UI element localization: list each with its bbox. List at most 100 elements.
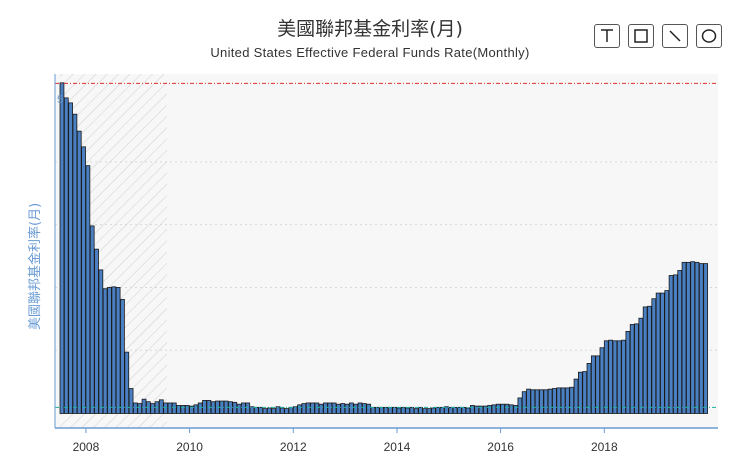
bar[interactable] [124,351,130,414]
bar[interactable] [284,408,289,414]
bar[interactable] [379,406,384,414]
bar[interactable] [387,406,393,414]
bar[interactable] [668,275,674,414]
bar[interactable] [526,388,531,414]
bar[interactable] [487,405,492,414]
bar[interactable] [439,406,445,414]
bar[interactable] [323,402,328,414]
bar[interactable] [180,405,186,414]
bar[interactable] [310,402,315,414]
bar[interactable] [482,405,488,414]
bar[interactable] [366,403,372,414]
bar[interactable] [331,402,337,414]
bar[interactable] [245,402,251,414]
bar[interactable] [133,402,138,414]
bar[interactable] [68,102,73,414]
bar[interactable] [426,408,432,414]
bar[interactable] [582,371,588,414]
bar[interactable] [694,261,700,414]
bar[interactable] [349,402,354,414]
bar[interactable] [569,386,575,414]
bar[interactable] [115,287,121,414]
bar[interactable] [318,403,324,414]
bar[interactable] [508,404,514,414]
bar[interactable] [642,306,648,414]
bar[interactable] [448,406,454,414]
bar[interactable] [189,405,194,414]
bar[interactable] [120,298,125,414]
bar[interactable] [517,397,523,414]
bar[interactable] [98,269,104,414]
bar[interactable] [495,403,501,414]
bar[interactable] [383,406,389,414]
bar[interactable] [271,408,276,414]
bar[interactable] [361,403,367,414]
bar[interactable] [647,305,652,414]
line-tool-button[interactable] [662,24,688,48]
bar[interactable] [677,270,683,414]
bar[interactable] [301,403,307,414]
bar[interactable] [664,290,670,414]
rectangle-tool-button[interactable] [628,24,654,48]
bar[interactable] [262,408,268,414]
bar[interactable] [94,248,99,414]
bar[interactable] [297,404,302,414]
bar[interactable] [638,317,644,414]
bar[interactable] [72,113,78,414]
bar[interactable] [340,403,346,414]
bar[interactable] [353,403,359,414]
bar[interactable] [431,407,436,414]
bar[interactable] [547,388,553,414]
bar[interactable] [357,402,363,414]
bar[interactable] [236,403,242,414]
bar[interactable] [167,402,173,414]
bar[interactable] [681,261,687,414]
bar[interactable] [76,130,82,414]
bar[interactable] [137,403,143,414]
bar[interactable] [469,405,475,414]
bar[interactable] [634,323,639,414]
bar[interactable] [193,404,199,414]
bar[interactable] [171,402,177,414]
bar[interactable] [413,408,419,414]
bar[interactable] [530,389,536,414]
bar[interactable] [556,387,562,414]
bar[interactable] [396,407,402,414]
text-tool-button[interactable] [594,24,620,48]
bar[interactable] [400,406,406,414]
bar[interactable] [560,387,566,414]
bar[interactable] [163,402,168,414]
bar[interactable] [392,406,397,414]
bar[interactable] [616,340,622,414]
bar[interactable] [63,97,69,414]
bar[interactable] [513,405,518,414]
ellipse-tool-button[interactable] [696,24,722,48]
bar[interactable] [500,403,505,414]
bar[interactable] [565,387,570,414]
bar[interactable] [461,406,467,414]
bar[interactable] [305,402,311,414]
bar[interactable] [521,391,527,414]
bar[interactable] [552,388,557,414]
bar[interactable] [686,261,691,414]
bar[interactable] [288,406,294,414]
bar[interactable] [197,402,203,414]
bar[interactable] [405,407,410,414]
bar[interactable] [612,340,618,414]
bar[interactable] [452,406,458,414]
bar[interactable] [595,355,600,414]
bar[interactable] [266,407,272,414]
bar[interactable] [279,407,285,414]
bar[interactable] [660,292,665,414]
bar[interactable] [539,389,544,414]
bar[interactable] [418,406,423,414]
bar[interactable] [409,406,415,414]
bar[interactable] [586,363,592,414]
bar[interactable] [504,403,510,414]
bar[interactable] [150,403,156,414]
bar[interactable] [81,146,86,414]
bar[interactable] [534,389,540,414]
bar[interactable] [673,274,678,414]
bar[interactable] [89,225,95,414]
bar[interactable] [85,165,91,414]
